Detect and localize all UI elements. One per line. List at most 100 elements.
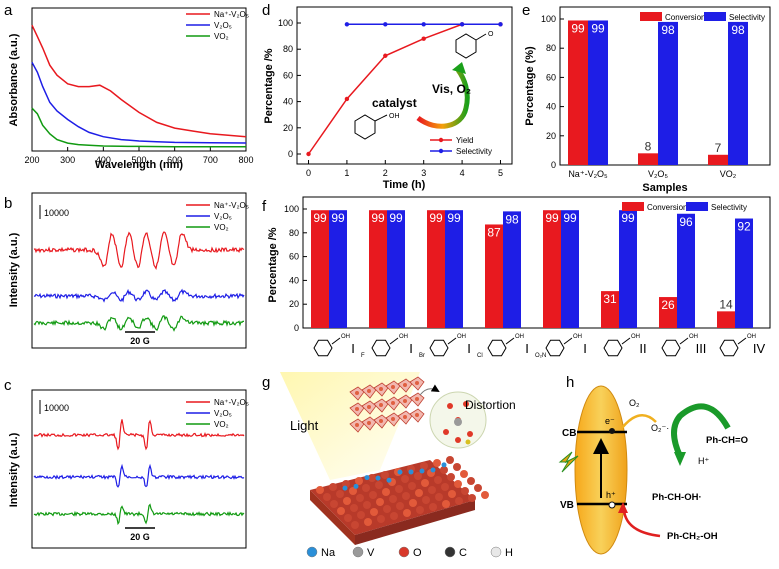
oxygen-atom bbox=[420, 462, 428, 470]
oxygen-atom bbox=[415, 413, 419, 417]
oxygen-atom bbox=[337, 507, 345, 515]
oxygen-atom bbox=[370, 508, 378, 516]
x-tick-label: 700 bbox=[203, 155, 218, 165]
distortion-label: Distortion bbox=[465, 398, 516, 412]
oxygen-atom bbox=[403, 415, 407, 419]
data-label: 99 bbox=[621, 211, 635, 225]
substituent-bond bbox=[505, 337, 515, 345]
oxygen-atom bbox=[357, 511, 365, 519]
atom-legend-label: C bbox=[459, 547, 467, 559]
hole-label: h⁺ bbox=[606, 490, 616, 500]
y-tick-label: 20 bbox=[546, 131, 556, 141]
slab-atoms bbox=[316, 456, 489, 529]
oxygen-atom bbox=[440, 466, 448, 474]
oxygen-atom bbox=[367, 421, 371, 425]
epr-spectra-b bbox=[33, 231, 245, 332]
legend-c: Na⁺-V₂O₅ V₂O₅ VO₂ bbox=[186, 398, 249, 429]
axes-frame-d bbox=[296, 6, 513, 165]
panel-g: g Light Distortion Na V O C H bbox=[262, 372, 516, 559]
epr-trace bbox=[33, 503, 245, 526]
o2-label: O₂ bbox=[629, 398, 640, 408]
oxygen-atom bbox=[443, 429, 449, 435]
data-point bbox=[383, 53, 388, 58]
oxygen-atom bbox=[421, 479, 429, 487]
oxygen-atom bbox=[468, 494, 476, 502]
panel-label-a: a bbox=[4, 2, 13, 19]
oxygen-atom bbox=[316, 486, 324, 494]
oxygen-atom bbox=[415, 397, 419, 401]
category-label: VO₂ bbox=[720, 169, 737, 179]
superoxide-label: O₂⁻· bbox=[651, 423, 669, 433]
benzene-ring bbox=[719, 339, 739, 357]
aldehyde-o-label: O bbox=[488, 31, 494, 38]
legend-label: V₂O₅ bbox=[214, 21, 232, 30]
oxygen-atom bbox=[396, 502, 404, 510]
oxygen-atom bbox=[403, 509, 411, 517]
sodium-atom bbox=[375, 475, 381, 481]
data-point bbox=[421, 36, 426, 41]
y-axis-label-d: Percentage /% bbox=[263, 48, 275, 123]
oxygen-atom bbox=[323, 493, 331, 501]
oxygen-atom bbox=[379, 403, 383, 407]
data-label: 98 bbox=[505, 212, 519, 226]
legend-label: Na⁺-V₂O₅ bbox=[214, 10, 249, 19]
sodium-atom bbox=[430, 467, 436, 473]
oxygen-atom bbox=[351, 521, 359, 529]
y-tick-label: 100 bbox=[541, 14, 556, 24]
substrate-class-label: III bbox=[696, 341, 707, 356]
x-tick-label: 200 bbox=[24, 155, 39, 165]
oxygen-atom bbox=[415, 381, 419, 385]
field-scalebar-label-c: 20 G bbox=[130, 532, 150, 542]
oxygen-atom bbox=[390, 512, 398, 520]
data-label: 99 bbox=[371, 211, 385, 225]
substituent-bond bbox=[389, 337, 399, 345]
x-tick-label: 0 bbox=[306, 168, 311, 178]
atom-legend-swatch bbox=[398, 546, 410, 558]
y-tick-label: 80 bbox=[546, 43, 556, 53]
legend-swatch bbox=[704, 12, 726, 21]
axes-frame-f bbox=[302, 196, 771, 329]
oxygen-atom bbox=[447, 473, 455, 481]
legend-a: Na⁺-V₂O₅ V₂O₅ VO₂ bbox=[186, 10, 249, 41]
bar bbox=[543, 210, 561, 328]
sodium-atom bbox=[441, 462, 447, 468]
series-line bbox=[31, 107, 246, 148]
y-tick-label: 40 bbox=[283, 97, 293, 107]
green-oxidation-arrow bbox=[671, 403, 731, 458]
oxygen-atom bbox=[402, 492, 410, 500]
data-label: 92 bbox=[737, 220, 751, 234]
sodium-atom bbox=[386, 477, 392, 483]
y-tick-label: 60 bbox=[546, 72, 556, 82]
oxygen-atom bbox=[414, 472, 422, 480]
o2-reduction-arrow bbox=[621, 414, 657, 429]
legend-label: V₂O₅ bbox=[214, 212, 232, 221]
bar bbox=[658, 21, 678, 166]
benzene-ring bbox=[371, 339, 391, 357]
x-tick-label: 300 bbox=[60, 155, 75, 165]
y-tick-label: 60 bbox=[283, 70, 293, 80]
oxygen-atom bbox=[355, 407, 359, 411]
substrate-class-label: II bbox=[639, 341, 646, 356]
y-tick-label: 20 bbox=[283, 123, 293, 133]
product-label: Ph-CH=O bbox=[706, 435, 748, 446]
data-label: 99 bbox=[447, 211, 461, 225]
bar bbox=[311, 210, 329, 328]
oh-label: OH bbox=[341, 334, 350, 340]
y-tick-label: 80 bbox=[283, 44, 293, 54]
x-tick-label: 600 bbox=[167, 155, 182, 165]
y-axis-label-e: Percentage (%) bbox=[524, 46, 536, 126]
reaction-arrow-head bbox=[452, 62, 466, 74]
bar bbox=[638, 153, 658, 165]
legend-label: Selectivity bbox=[729, 13, 765, 22]
aldehyde-bond bbox=[475, 33, 487, 41]
oh-label: OH bbox=[457, 334, 466, 340]
oxygen-atom bbox=[447, 403, 453, 409]
panel-d: d 0 1 2 3 4 5 0 20 40 60 80 100 O OH catalyst Vis, … bbox=[262, 2, 513, 191]
series-line bbox=[31, 24, 247, 138]
oh-label: OH bbox=[747, 334, 756, 340]
epr-trace bbox=[33, 463, 245, 488]
data-point bbox=[306, 151, 311, 157]
legend-label: Na⁺-V₂O₅ bbox=[214, 201, 249, 210]
oxygen-atom bbox=[448, 490, 456, 498]
ch2-bond bbox=[374, 114, 388, 122]
